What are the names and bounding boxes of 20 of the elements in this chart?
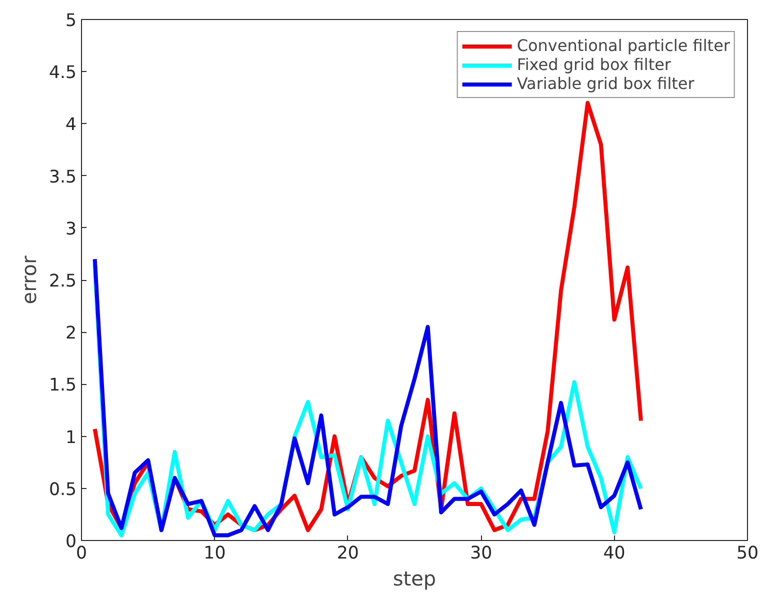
x-tick-label: 20 <box>336 544 359 564</box>
x-tick-label: 10 <box>204 544 226 564</box>
y-tick-label: 3.5 <box>48 167 77 188</box>
y-tick-label: 4 <box>65 115 77 136</box>
y-tick-label: 1 <box>65 428 77 448</box>
y-tick-label: 4.5 <box>48 63 77 84</box>
legend-label: Fixed grid box filter <box>516 55 672 74</box>
x-axis-title: step <box>392 566 436 590</box>
legend-label: Conventional particle filter <box>516 36 730 55</box>
x-tick-label: 30 <box>470 544 492 564</box>
y-tick-label: 2.5 <box>48 272 77 292</box>
x-tick-label: 40 <box>603 544 626 564</box>
y-tick-label: 3 <box>65 219 77 240</box>
y-tick-label: 1.5 <box>48 376 77 396</box>
y-axis-title: error <box>16 255 41 304</box>
y-tick-label: 5 <box>65 11 77 31</box>
x-tick-label: 50 <box>736 544 759 564</box>
y-tick-label: 2 <box>65 324 77 344</box>
legend-label: Variable grid box filter <box>516 74 694 93</box>
y-tick-label: 0.5 <box>48 480 77 500</box>
